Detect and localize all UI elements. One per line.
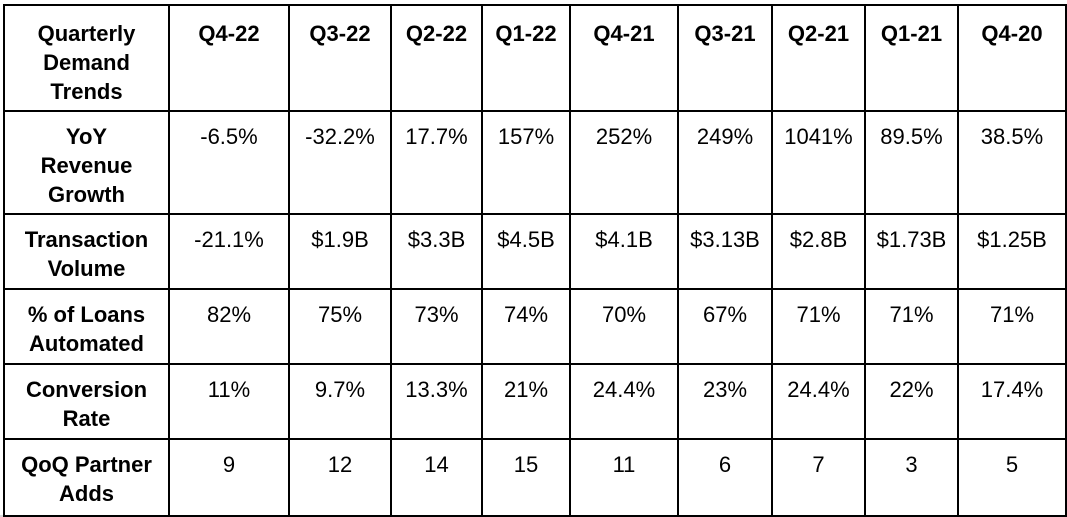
column-header: Q2-21 (771, 4, 866, 112)
table-cell: 157% (481, 110, 571, 215)
table-cell: $1.9B (288, 213, 392, 290)
table-cell: 1041% (771, 110, 866, 215)
table-cell: 11 (569, 438, 679, 517)
column-header: Q2-22 (390, 4, 483, 112)
table-row: Conversion Rate 11% 9.7% 13.3% 21% 24.4% 23% 24… (3, 363, 1067, 440)
table-cell: $4.1B (569, 213, 679, 290)
table-cell: 71% (957, 288, 1067, 365)
table-cell: 24.4% (771, 363, 866, 440)
quarterly-demand-table: Quarterly Demand Trends Q4-22 Q3-22 Q2-22 Q… (3, 4, 1067, 517)
table-cell: 22% (864, 363, 959, 440)
column-header: Q1-22 (481, 4, 571, 112)
table-cell: 74% (481, 288, 571, 365)
table-cell: 15 (481, 438, 571, 517)
table-cell: 252% (569, 110, 679, 215)
table-cell: 71% (864, 288, 959, 365)
table-cell: 82% (168, 288, 290, 365)
table-row: QoQ Partner Adds 9 12 14 15 11 6 7 3 5 (3, 438, 1067, 517)
header-row: Quarterly Demand Trends Q4-22 Q3-22 Q2-22 Q… (3, 4, 1067, 112)
row-label: QoQ Partner Adds (3, 438, 170, 517)
table-cell: 13.3% (390, 363, 483, 440)
column-header: Q4-22 (168, 4, 290, 112)
table-cell: 9.7% (288, 363, 392, 440)
table-cell: 12 (288, 438, 392, 517)
table-title: Quarterly Demand Trends (3, 4, 170, 112)
table-cell: 23% (677, 363, 773, 440)
table-cell: 5 (957, 438, 1067, 517)
table-cell: 9 (168, 438, 290, 517)
table-cell: 21% (481, 363, 571, 440)
table-cell: 73% (390, 288, 483, 365)
table-cell: 6 (677, 438, 773, 517)
table-cell: 89.5% (864, 110, 959, 215)
table-cell: $3.3B (390, 213, 483, 290)
table-cell: 24.4% (569, 363, 679, 440)
column-header: Q3-22 (288, 4, 392, 112)
table-cell: $4.5B (481, 213, 571, 290)
table-cell: $1.73B (864, 213, 959, 290)
table-cell: $2.8B (771, 213, 866, 290)
table-cell: 17.7% (390, 110, 483, 215)
table-cell: 17.4% (957, 363, 1067, 440)
table-cell: 70% (569, 288, 679, 365)
row-label: % of Loans Automated (3, 288, 170, 365)
table-cell: $3.13B (677, 213, 773, 290)
column-header: Q3-21 (677, 4, 773, 112)
table-cell: 75% (288, 288, 392, 365)
row-label: YoY Revenue Growth (3, 110, 170, 215)
table-row: % of Loans Automated 82% 75% 73% 74% 70% 67% 71… (3, 288, 1067, 365)
table-row: Transaction Volume -21.1% $1.9B $3.3B $4.5B $… (3, 213, 1067, 290)
table-cell: -21.1% (168, 213, 290, 290)
table-cell: -32.2% (288, 110, 392, 215)
table-row: YoY Revenue Growth -6.5% -32.2% 17.7% 157% 25… (3, 110, 1067, 215)
table-cell: 7 (771, 438, 866, 517)
table-cell: 3 (864, 438, 959, 517)
table-cell: 14 (390, 438, 483, 517)
table-cell: 71% (771, 288, 866, 365)
table-cell: 67% (677, 288, 773, 365)
row-label: Conversion Rate (3, 363, 170, 440)
column-header: Q4-20 (957, 4, 1067, 112)
table-cell: $1.25B (957, 213, 1067, 290)
row-label: Transaction Volume (3, 213, 170, 290)
table-cell: -6.5% (168, 110, 290, 215)
column-header: Q4-21 (569, 4, 679, 112)
table-body: YoY Revenue Growth -6.5% -32.2% 17.7% 157% 25… (3, 110, 1067, 517)
column-header: Q1-21 (864, 4, 959, 112)
table-cell: 38.5% (957, 110, 1067, 215)
table-cell: 11% (168, 363, 290, 440)
table-cell: 249% (677, 110, 773, 215)
